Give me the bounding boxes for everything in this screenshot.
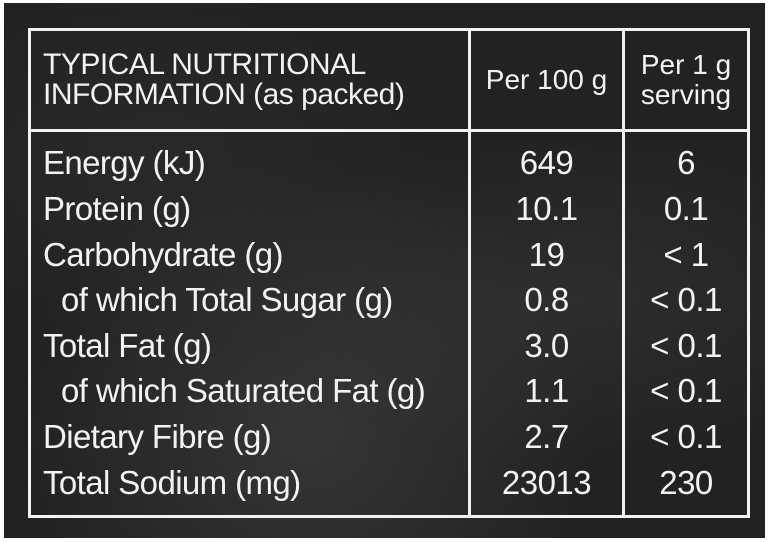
value-per-100g: 1.1	[468, 368, 625, 414]
value-per-100g: 3.0	[468, 322, 625, 369]
table-row: Total Sodium (mg) 23013 230	[28, 459, 750, 519]
title-line2: INFORMATION	[43, 78, 246, 111]
value-per-1g: < 0.1	[622, 413, 750, 460]
per-1g-line1: Per 1 g	[640, 49, 732, 80]
value-per-100g: 19	[468, 231, 625, 277]
value-per-1g: 6	[622, 130, 750, 186]
value-per-100g: 10.1	[468, 185, 625, 232]
value-per-1g: 230	[622, 459, 750, 519]
table-title: TYPICAL NUTRITIONAL INFORMATION (as pack…	[28, 28, 471, 132]
nutrient-name: of which Total Sugar (g)	[28, 276, 471, 323]
table-row: Protein (g) 10.1 0.1	[28, 185, 750, 232]
per-1g-line2: serving	[640, 79, 732, 110]
value-per-1g: < 0.1	[622, 368, 750, 414]
nutrition-table: TYPICAL NUTRITIONAL INFORMATION (as pack…	[28, 28, 750, 519]
nutrient-name: Total Fat (g)	[28, 322, 471, 369]
table-header-row: TYPICAL NUTRITIONAL INFORMATION (as pack…	[28, 28, 750, 132]
column-header-per-100g: Per 100 g	[468, 28, 625, 132]
table-row: Carbohydrate (g) 19 < 1	[28, 231, 750, 277]
value-per-100g: 23013	[468, 459, 625, 519]
value-per-100g: 649	[468, 130, 625, 186]
nutrition-panel: TYPICAL NUTRITIONAL INFORMATION (as pack…	[4, 3, 765, 538]
column-header-per-1g-serving: Per 1 g serving	[622, 28, 750, 132]
table-row: Energy (kJ) 649 6	[28, 130, 750, 186]
table-row: of which Total Sugar (g) 0.8 < 0.1	[28, 276, 750, 323]
title-line2-suffix: (as packed)	[253, 78, 405, 111]
table-row: of which Saturated Fat (g) 1.1 < 0.1	[28, 368, 750, 414]
title-line1: TYPICAL NUTRITIONAL	[43, 48, 366, 81]
nutrient-name: Carbohydrate (g)	[28, 231, 471, 277]
value-per-100g: 0.8	[468, 276, 625, 323]
value-per-100g: 2.7	[468, 413, 625, 460]
value-per-1g: < 1	[622, 231, 750, 277]
table-row: Dietary Fibre (g) 2.7 < 0.1	[28, 413, 750, 460]
table-row: Total Fat (g) 3.0 < 0.1	[28, 322, 750, 369]
value-per-1g: 0.1	[622, 185, 750, 232]
value-per-1g: < 0.1	[622, 276, 750, 323]
nutrient-name: Protein (g)	[28, 185, 471, 232]
nutrient-name: Total Sodium (mg)	[28, 459, 471, 519]
nutrient-name: Energy (kJ)	[28, 130, 471, 186]
nutrient-name: Dietary Fibre (g)	[28, 413, 471, 460]
value-per-1g: < 0.1	[622, 322, 750, 369]
nutrient-name: of which Saturated Fat (g)	[28, 368, 471, 414]
